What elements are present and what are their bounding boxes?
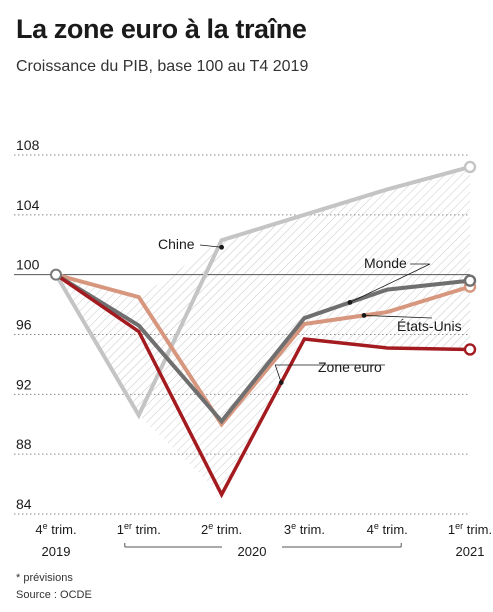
annotation-dot	[347, 300, 353, 305]
annotation-leader	[349, 263, 431, 303]
series-label: Chine	[158, 236, 195, 252]
series-line-monde	[54, 272, 471, 425]
y-tick-label: 104	[16, 197, 40, 213]
x-tick-label: 1er trim.	[117, 521, 161, 537]
annotation-dot	[361, 313, 367, 318]
series-line-zone-euro	[55, 273, 471, 499]
x-axis: 4e trim. 2019 1er trim. 2e trim. 3e trim. 4e …	[35, 521, 492, 559]
y-tick-label: 96	[16, 317, 32, 333]
series-line-chine	[54, 165, 471, 420]
annotation-leader	[199, 244, 222, 248]
footnote: * prévisions	[16, 572, 73, 584]
annotations: Chine Monde États-Unis Zone euro	[158, 236, 462, 385]
x-tick-year: 2019	[42, 544, 71, 559]
x-tick-label: 1er trim.	[448, 521, 492, 537]
end-point-marker	[463, 160, 477, 174]
series-label: Zone euro	[318, 359, 382, 375]
annotation-leader	[274, 364, 385, 383]
chart-subtitle: Croissance du PIB, base 100 au T4 2019	[16, 58, 309, 75]
y-tick-label: 92	[16, 376, 32, 392]
end-point-marker	[463, 274, 477, 287]
range-area	[56, 166, 470, 495]
start-point-marker	[50, 268, 62, 281]
x-tick-label: 3e trim.	[284, 521, 325, 537]
annotation-leader	[364, 315, 433, 319]
y-tick-label: 84	[16, 496, 32, 512]
annotation-dot	[278, 380, 284, 385]
y-axis: 84 88 92 96 100 104 108	[16, 137, 40, 512]
year-bracket-label: 2020	[238, 544, 267, 559]
x-tick-label: 4e trim.	[367, 521, 408, 537]
chart-title: La zone euro à la traîne	[16, 14, 307, 44]
range-hatch-area	[56, 166, 470, 495]
x-tick-label: 4e trim.	[35, 521, 76, 537]
series-lines	[54, 165, 471, 499]
end-point-marker	[463, 343, 477, 356]
markers	[50, 160, 477, 356]
series-label: Monde	[364, 255, 407, 271]
x-tick-label: 2e trim.	[201, 521, 242, 537]
y-tick-label: 100	[16, 257, 40, 273]
series-label: États-Unis	[397, 318, 462, 334]
series-line--tats-unis	[55, 272, 471, 428]
source-note: Source : OCDE	[16, 589, 92, 601]
annotation-dot	[219, 244, 225, 250]
x-tick-year: 2021	[456, 544, 485, 559]
y-tick-label: 108	[16, 137, 40, 153]
y-tick-label: 88	[16, 436, 32, 452]
